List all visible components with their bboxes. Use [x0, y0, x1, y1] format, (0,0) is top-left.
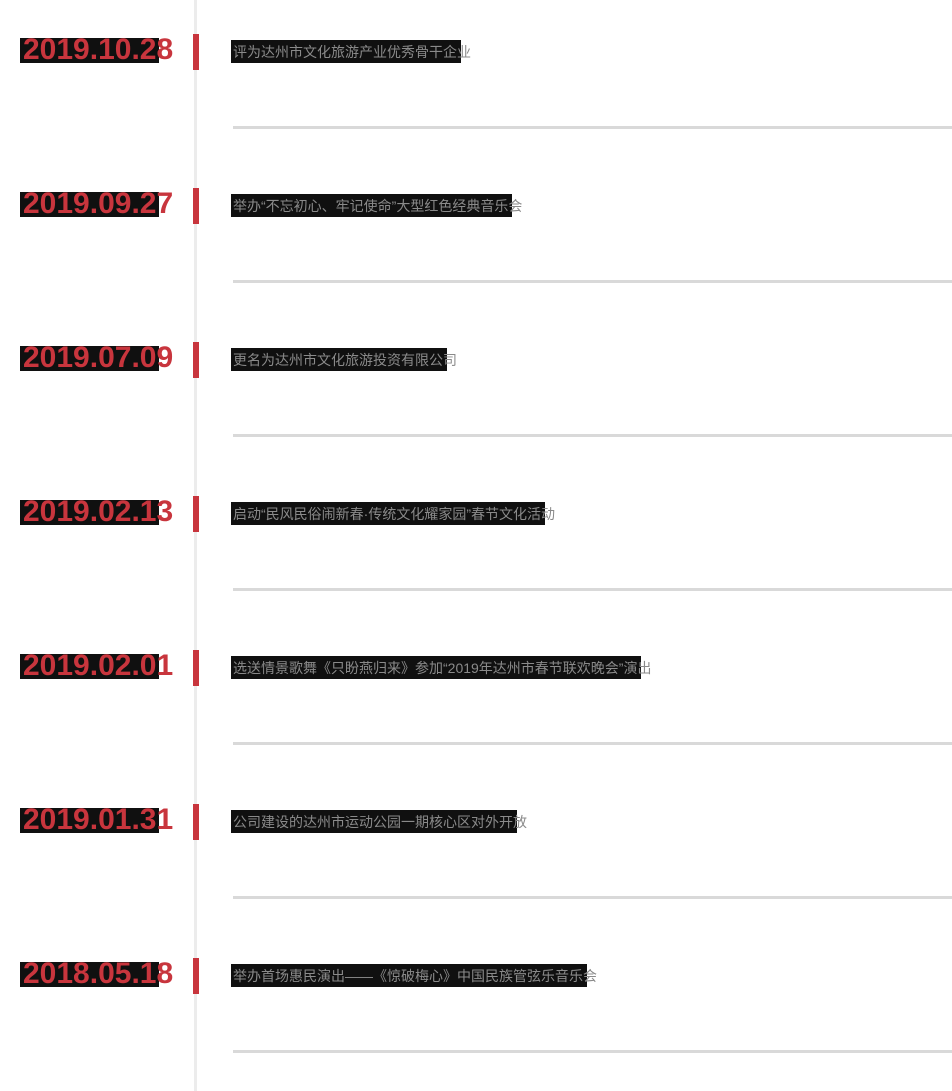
timeline-tick-marker [193, 496, 199, 532]
timeline-event: 评为达州市文化旅游产业优秀骨干企业 [231, 40, 471, 63]
event-text: 更名为达州市文化旅游投资有限公司 [231, 348, 457, 371]
timeline-item: 2018.05.18 举办首场惠民演出——《惊破梅心》中国民族管弦乐音乐会 [0, 924, 952, 1078]
section-divider [233, 896, 952, 899]
section-divider [233, 1050, 952, 1053]
event-text: 公司建设的达州市运动公园一期核心区对外开放 [231, 810, 527, 833]
timeline-tick-marker [193, 34, 199, 70]
timeline-tick-marker [193, 342, 199, 378]
timeline-date: 2019.01.31 [19, 803, 174, 837]
date-text: 2019.09.27 [19, 187, 174, 220]
timeline-event: 举办首场惠民演出——《惊破梅心》中国民族管弦乐音乐会 [231, 964, 597, 987]
timeline-item: 2019.01.31 公司建设的达州市运动公园一期核心区对外开放 [0, 770, 952, 924]
timeline-item: 2019.02.01 选送情景歌舞《只盼燕归来》参加“2019年达州市春节联欢晚… [0, 616, 952, 770]
timeline-event: 更名为达州市文化旅游投资有限公司 [231, 348, 457, 371]
date-text: 2018.05.18 [19, 957, 174, 990]
timeline-date: 2019.07.09 [19, 341, 174, 375]
timeline-event: 举办“不忘初心、牢记使命”大型红色经典音乐会 [230, 194, 523, 217]
timeline-tick-marker [193, 958, 199, 994]
event-text: 举办“不忘初心、牢记使命”大型红色经典音乐会 [230, 194, 523, 217]
section-divider [233, 742, 952, 745]
section-divider [233, 126, 952, 129]
date-text: 2019.10.28 [19, 33, 174, 66]
event-text: 举办首场惠民演出——《惊破梅心》中国民族管弦乐音乐会 [231, 964, 597, 987]
timeline-date: 2019.02.01 [19, 649, 174, 683]
timeline-date: 2018.05.18 [19, 957, 174, 991]
timeline-event: 选送情景歌舞《只盼燕归来》参加“2019年达州市春节联欢晚会”演出 [230, 656, 652, 679]
section-divider [233, 280, 952, 283]
timeline-tick-marker [193, 650, 199, 686]
timeline-item: 2019.02.13 启动“民风民俗闹新春·传统文化耀家园”春节文化活动 [0, 462, 952, 616]
event-text: 评为达州市文化旅游产业优秀骨干企业 [231, 40, 471, 63]
date-text: 2019.02.01 [19, 649, 174, 682]
timeline-date: 2019.10.28 [19, 33, 174, 67]
timeline-axis-line [194, 0, 197, 1091]
timeline-item: 2019.10.28 评为达州市文化旅游产业优秀骨干企业 [0, 0, 952, 154]
date-text: 2019.01.31 [19, 803, 174, 836]
section-divider [233, 434, 952, 437]
timeline-tick-marker [193, 188, 199, 224]
timeline-item: 2019.09.27 举办“不忘初心、牢记使命”大型红色经典音乐会 [0, 154, 952, 308]
event-text: 启动“民风民俗闹新春·传统文化耀家园”春节文化活动 [231, 502, 555, 525]
date-text: 2019.02.13 [19, 495, 174, 528]
timeline-tick-marker [193, 804, 199, 840]
event-text: 选送情景歌舞《只盼燕归来》参加“2019年达州市春节联欢晚会”演出 [230, 656, 652, 679]
section-divider [233, 588, 952, 591]
timeline-date: 2019.09.27 [19, 187, 174, 221]
timeline-event: 启动“民风民俗闹新春·传统文化耀家园”春节文化活动 [231, 502, 555, 525]
timeline-event: 公司建设的达州市运动公园一期核心区对外开放 [231, 810, 527, 833]
date-text: 2019.07.09 [19, 341, 174, 374]
timeline-date: 2019.02.13 [19, 495, 174, 529]
timeline-item: 2019.07.09 更名为达州市文化旅游投资有限公司 [0, 308, 952, 462]
